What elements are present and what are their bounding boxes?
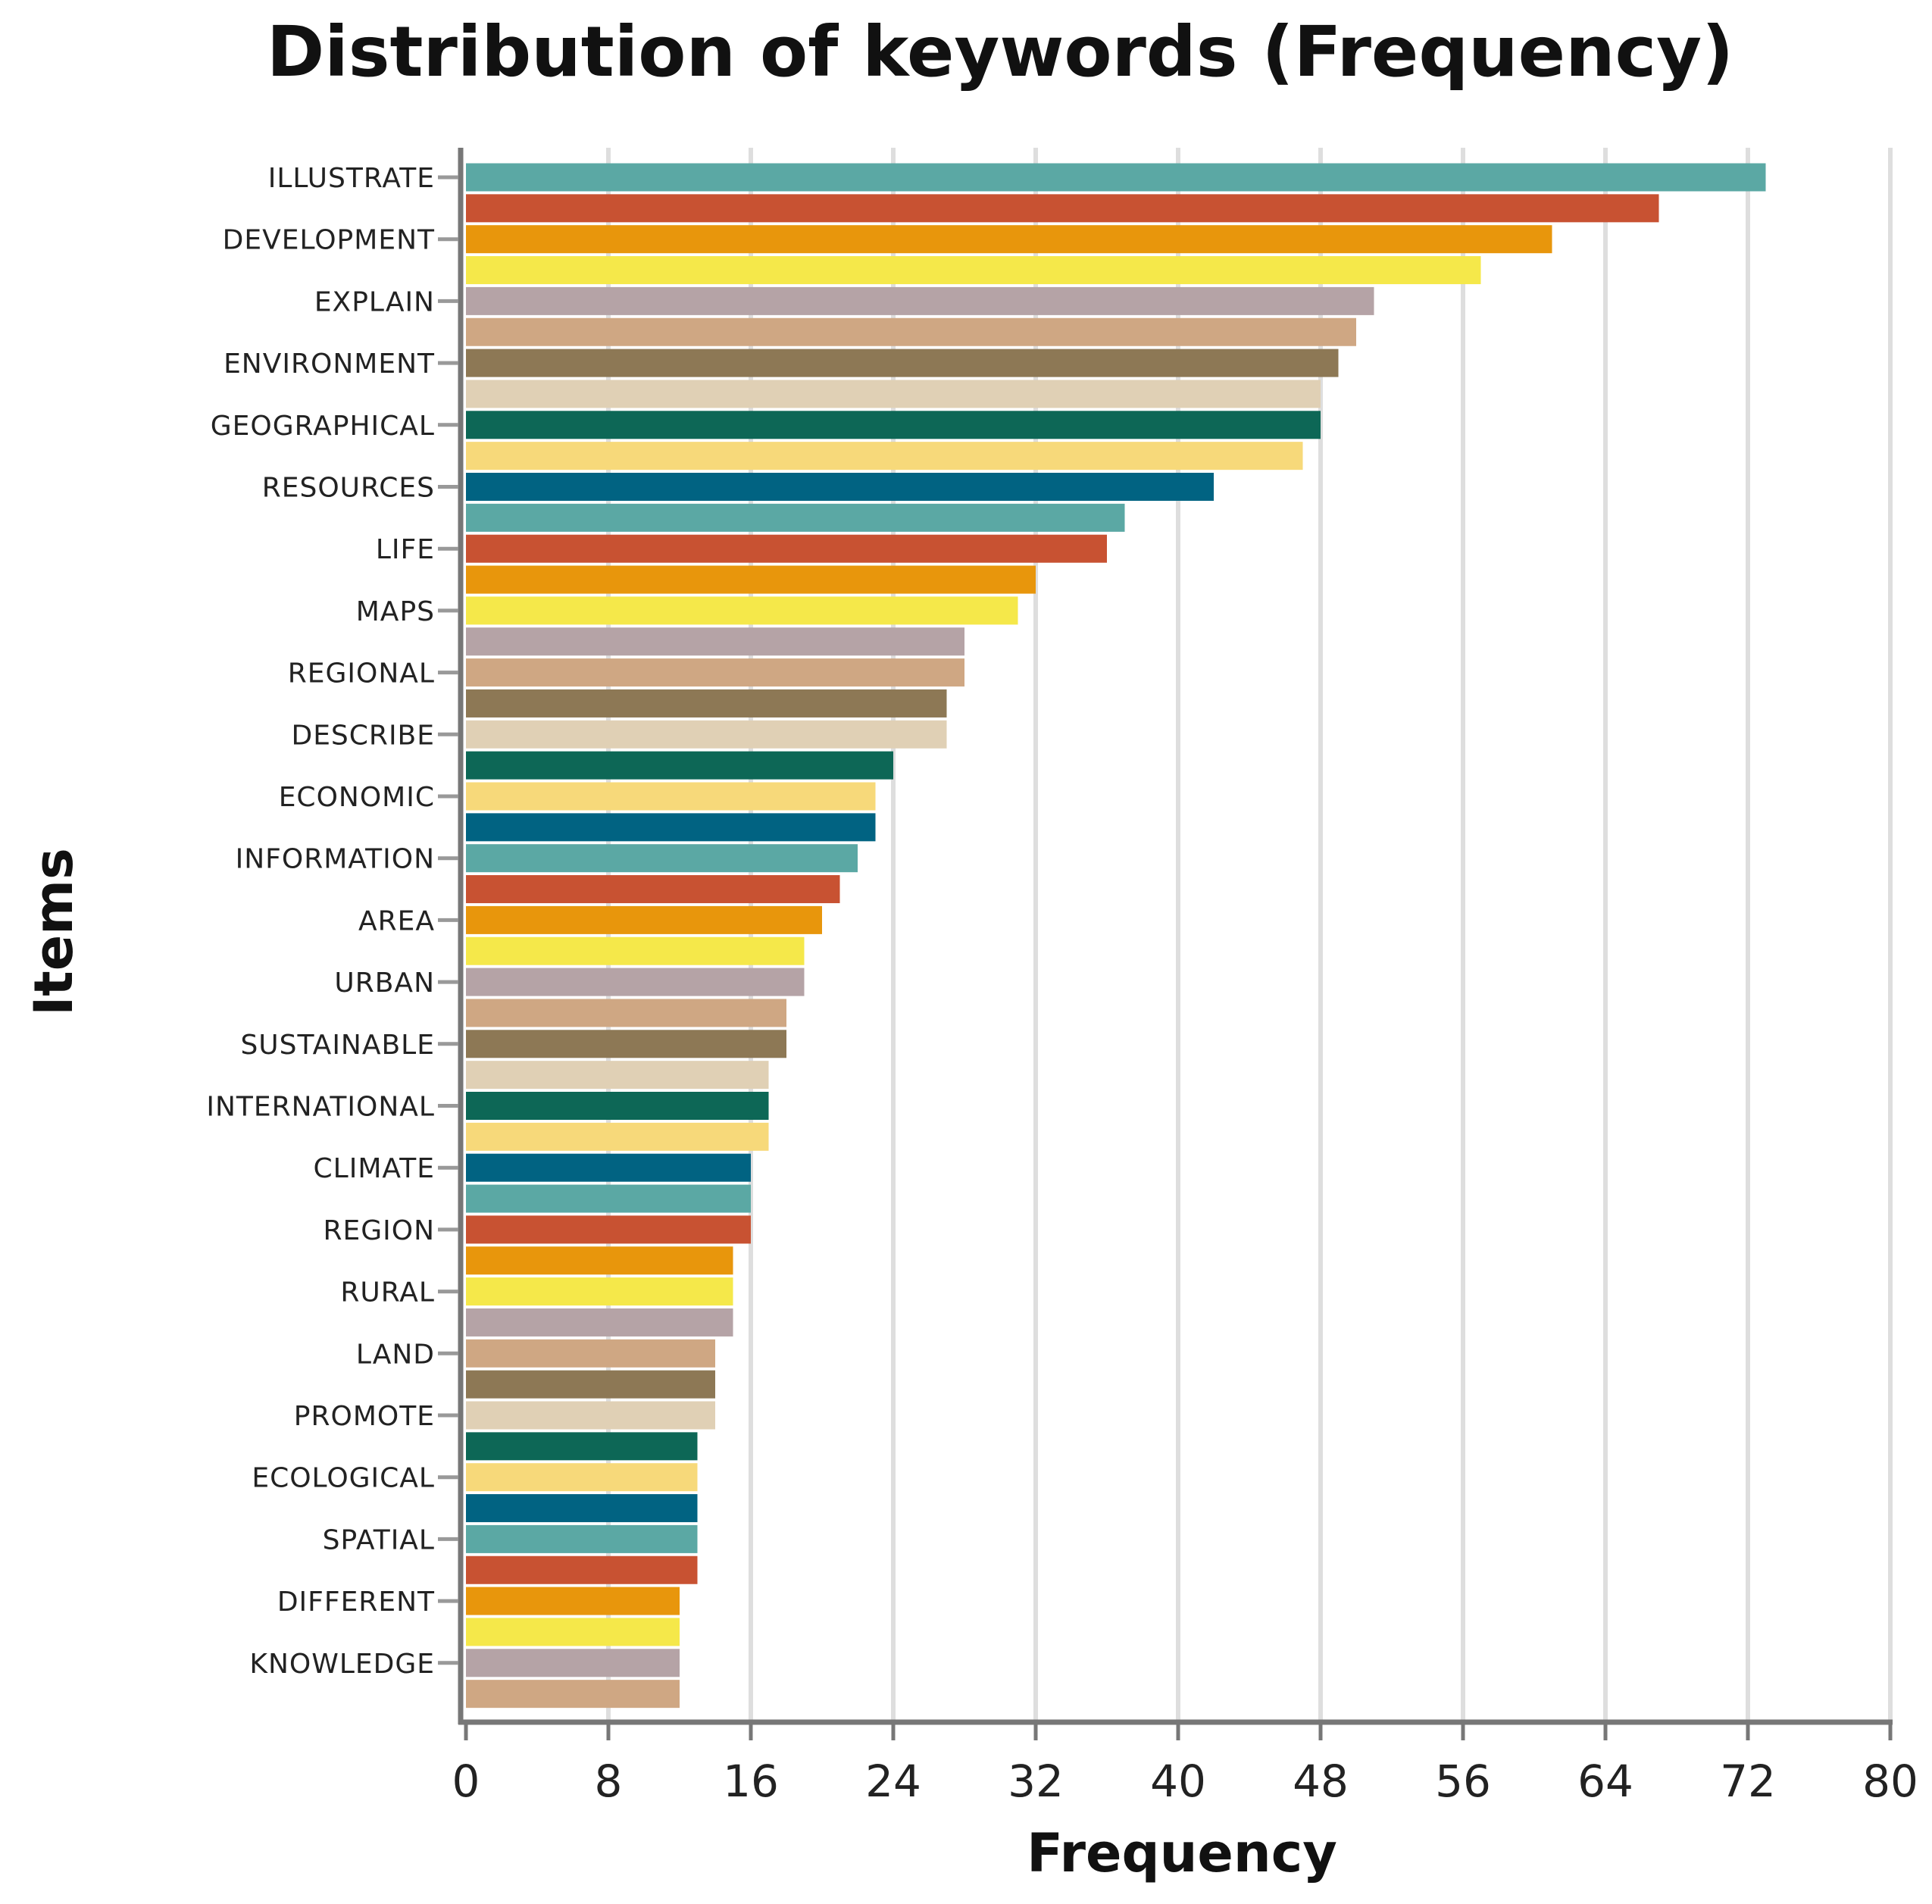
y-tick-label: DESCRIBE (291, 720, 435, 751)
bar (466, 999, 786, 1027)
bar (466, 1649, 680, 1677)
bar (466, 442, 1303, 471)
bar (466, 813, 876, 842)
bar (466, 1494, 698, 1523)
bar (466, 875, 840, 904)
bar (466, 380, 1321, 408)
x-tick-label: 64 (1577, 1755, 1633, 1807)
bar (466, 163, 1766, 192)
x-axis-title: Frequency (1027, 1822, 1337, 1884)
y-tick-label: PROMOTE (294, 1401, 435, 1432)
x-tick-label: 16 (723, 1755, 779, 1807)
bar (466, 225, 1552, 254)
x-tick-label: 48 (1293, 1755, 1349, 1807)
bar (466, 411, 1321, 439)
bar (466, 1061, 769, 1090)
bar (466, 1370, 715, 1399)
bar (466, 1339, 715, 1368)
x-tick-label: 56 (1435, 1755, 1491, 1807)
bar (466, 844, 858, 873)
bar (466, 565, 1036, 594)
bar (466, 596, 1018, 625)
chart-title: Distribution of keywords (Frequency) (267, 11, 1733, 92)
bar (466, 349, 1339, 377)
y-tick-label: CLIMATE (314, 1153, 435, 1184)
bar (466, 689, 947, 718)
grid-lines (606, 148, 1893, 1722)
y-tick-label: EXPLAIN (314, 286, 435, 317)
x-tick-label: 80 (1862, 1755, 1918, 1807)
bar (466, 1432, 698, 1461)
x-tick-label: 8 (595, 1755, 623, 1807)
bar (466, 194, 1659, 223)
y-tick-label: MAPS (356, 596, 435, 627)
y-tick-label: RESOURCES (262, 473, 435, 504)
y-tick-label: GEOGRAPHICAL (211, 411, 435, 442)
bar (466, 1524, 698, 1553)
y-tick-label: INFORMATION (236, 844, 435, 875)
y-tick-label: SPATIAL (323, 1524, 435, 1555)
bar (466, 782, 876, 811)
bar (466, 1184, 751, 1213)
y-axis-title: Items (23, 848, 85, 1016)
y-tick-label: AREA (358, 905, 435, 936)
y-tick-label: LAND (356, 1339, 435, 1370)
bar (466, 534, 1107, 563)
bar (466, 1308, 733, 1337)
bar (466, 1463, 698, 1492)
bar (466, 1401, 715, 1430)
x-tick-label: 24 (865, 1755, 921, 1807)
bar (466, 256, 1481, 285)
bar (466, 503, 1125, 532)
bar (466, 627, 964, 656)
bar (466, 936, 805, 965)
bar (466, 1680, 680, 1709)
bar (466, 751, 893, 780)
x-tick-label: 0 (452, 1755, 480, 1807)
bar (466, 1092, 769, 1120)
y-tick-label: KNOWLEDGE (249, 1649, 435, 1680)
bar (466, 1555, 698, 1584)
axes (438, 148, 1893, 1740)
bar (466, 317, 1356, 346)
bar (466, 1246, 733, 1275)
y-tick-label: URBAN (334, 968, 435, 999)
y-tick-label: DIFFERENT (277, 1587, 435, 1618)
y-tick-label: ILLUSTRATE (268, 163, 435, 194)
bar (466, 720, 947, 749)
bar (466, 658, 964, 687)
x-tick-label: 32 (1008, 1755, 1064, 1807)
y-tick-label: ECOLOGICAL (252, 1463, 435, 1494)
bar (466, 1122, 769, 1151)
bars (466, 163, 1766, 1709)
bar (466, 286, 1374, 315)
y-tick-label: ENVIRONMENT (224, 349, 435, 380)
y-tick-label: REGIONAL (288, 658, 435, 689)
bar (466, 905, 822, 934)
x-tick-label: 72 (1720, 1755, 1776, 1807)
y-tick-label: ECONOMIC (279, 782, 435, 813)
bar (466, 1215, 751, 1244)
x-tick-label: 40 (1150, 1755, 1206, 1807)
bar (466, 1277, 733, 1306)
bar (466, 1587, 680, 1615)
y-tick-label: REGION (323, 1215, 435, 1246)
y-tick-label: DEVELOPMENT (223, 225, 435, 256)
y-tick-label: RURAL (340, 1277, 435, 1308)
bar (466, 968, 805, 996)
bar (466, 473, 1214, 501)
labels: Distribution of keywords (Frequency) Fre… (23, 11, 1918, 1884)
bar (466, 1153, 751, 1182)
bar (466, 1618, 680, 1646)
bar (466, 1030, 786, 1058)
y-tick-label: INTERNATIONAL (206, 1092, 435, 1123)
y-tick-label: SUSTAINABLE (240, 1030, 435, 1061)
y-tick-label: LIFE (376, 534, 435, 565)
